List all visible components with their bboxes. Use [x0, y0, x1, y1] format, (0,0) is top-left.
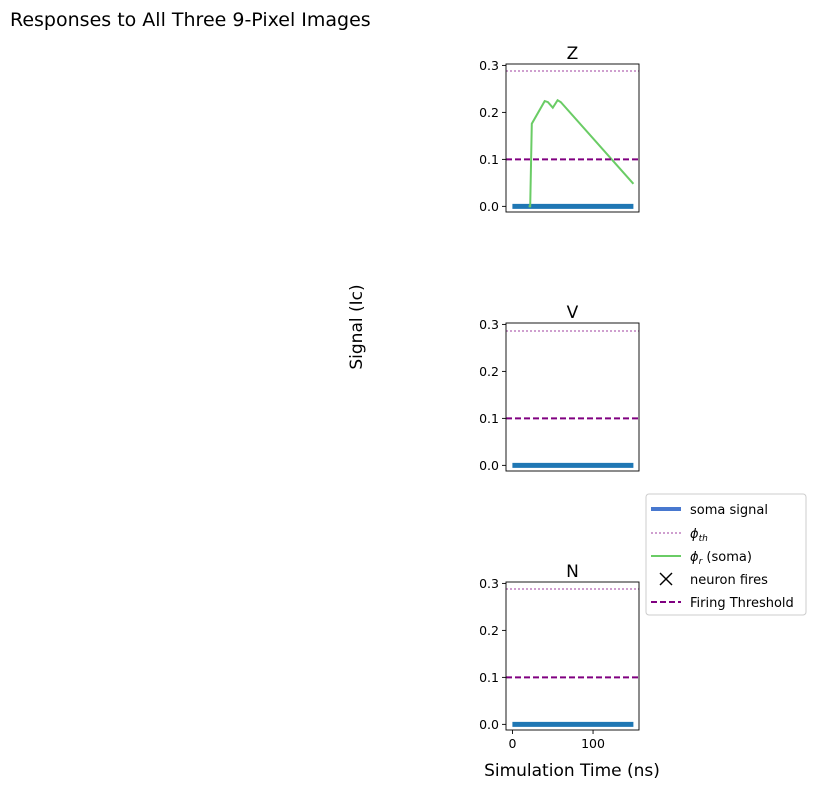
axes-frame-v: [505, 322, 640, 472]
x-tick-label: 0: [508, 736, 516, 751]
subplot-title-v: V: [567, 303, 579, 323]
y-tick-label: 0.1: [479, 411, 499, 426]
axes-frame-z: [505, 63, 640, 213]
y-axis-label: Signal (Ic): [347, 284, 367, 369]
subplot-z: Z 0.0 0.1 0.2 0.3: [479, 44, 640, 214]
y-tick-label: 0.0: [479, 199, 499, 214]
legend-label-soma-signal: soma signal: [690, 503, 768, 518]
subplot-title-n: N: [566, 562, 579, 582]
y-tick-label: 0.3: [479, 58, 499, 73]
x-tick-label: 100: [581, 736, 605, 751]
x-axis-label: Simulation Time (ns): [484, 761, 660, 781]
y-tick-label: 0.0: [479, 458, 499, 473]
legend-frame: [645, 493, 807, 616]
subplot-n: N 0.0 0.1 0.2 0.3 0 100: [479, 562, 640, 751]
legend-label-neuron-fires: neuron fires: [690, 573, 768, 588]
y-tick-label: 0.2: [479, 623, 499, 638]
y-tick-label: 0.1: [479, 670, 499, 685]
figure-title: Responses to All Three 9-Pixel Images: [10, 9, 371, 31]
legend-label-firing-threshold: Firing Threshold: [690, 596, 794, 611]
y-tick-label: 0.3: [479, 576, 499, 591]
legend: soma signal ϕth ϕr (soma) neuron fires F…: [645, 493, 807, 616]
subplot-title-z: Z: [567, 44, 579, 64]
y-tick-label: 0.0: [479, 717, 499, 732]
subplot-v: V 0.0 0.1 0.2 0.3: [479, 303, 640, 473]
series-z-r-soma: [528, 98, 635, 208]
y-tick-label: 0.2: [479, 105, 499, 120]
subplots: Z 0.0 0.1 0.2 0.3 V 0.0 0.1 0.2 0.3 N 0.0 0.1 0.2 0.3 0…: [479, 44, 640, 751]
legend-label-phi-r: ϕr (soma): [690, 550, 752, 567]
y-tick-label: 0.3: [479, 317, 499, 332]
legend-marker-neuron-fires: [659, 572, 673, 586]
legend-label-phi-th: ϕth: [690, 527, 708, 544]
y-tick-label: 0.2: [479, 364, 499, 379]
y-tick-label: 0.1: [479, 152, 499, 167]
axes-frame-n: [505, 581, 640, 731]
